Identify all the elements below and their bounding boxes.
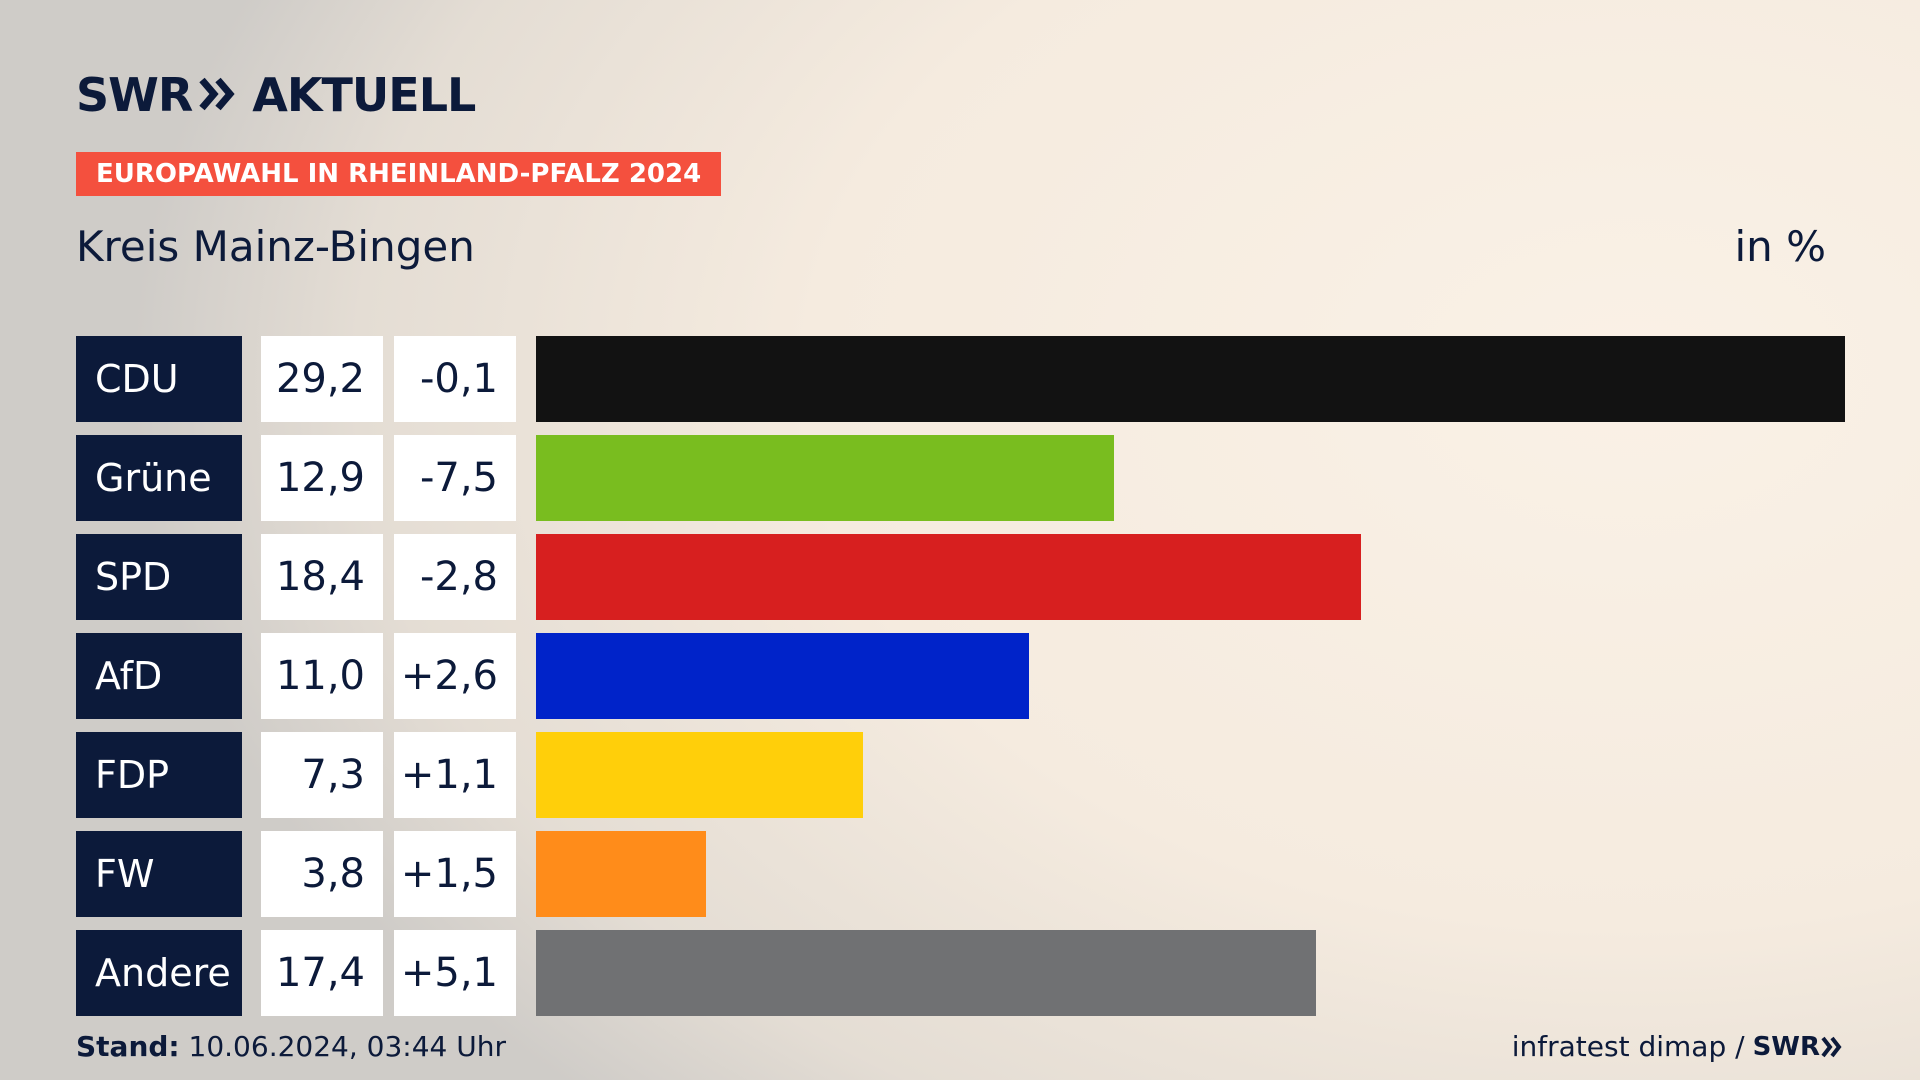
party-label: CDU	[76, 336, 242, 422]
bar-spd	[536, 534, 1361, 620]
bar-cdu	[536, 336, 1845, 422]
source-credit: infratest dimap / SWR	[1512, 1030, 1844, 1063]
stand-label: Stand:	[76, 1030, 180, 1063]
change-label: -0,1	[394, 336, 516, 422]
party-label: Andere	[76, 930, 242, 1016]
double-chevron-small-icon	[1821, 1036, 1842, 1057]
bar-fdp	[536, 732, 863, 818]
swr-aktuell-logo: SWR AKTUELL	[76, 68, 476, 122]
swr-small-text: SWR	[1752, 1031, 1820, 1062]
bar-fw	[536, 831, 706, 917]
value-label: 11,0	[261, 633, 383, 719]
election-banner: EUROPAWAHL IN RHEINLAND-PFALZ 2024	[76, 152, 722, 196]
party-label: FDP	[76, 732, 242, 818]
value-label: 17,4	[261, 930, 383, 1016]
change-label: +5,1	[394, 930, 516, 1016]
chart-subtitle: Kreis Mainz-Bingen	[76, 222, 475, 271]
party-label: SPD	[76, 534, 242, 620]
logo-aktuell-text: AKTUELL	[252, 68, 476, 122]
change-label: -7,5	[394, 435, 516, 521]
logo-swr-text: SWR	[76, 68, 193, 122]
value-label: 3,8	[261, 831, 383, 917]
bar-grüne	[536, 435, 1114, 521]
swr-small-logo: SWR	[1753, 1032, 1844, 1062]
change-label: +2,6	[394, 633, 516, 719]
value-label: 7,3	[261, 732, 383, 818]
source-text: infratest dimap /	[1511, 1030, 1745, 1063]
party-label: Grüne	[76, 435, 242, 521]
party-label: AfD	[76, 633, 242, 719]
value-label: 12,9	[261, 435, 383, 521]
change-label: +1,5	[394, 831, 516, 917]
value-label: 29,2	[261, 336, 383, 422]
change-label: +1,1	[394, 732, 516, 818]
party-label: FW	[76, 831, 242, 917]
unit-label: in %	[1734, 222, 1826, 271]
stand-value: 10.06.2024, 03:44 Uhr	[188, 1030, 506, 1063]
value-label: 18,4	[261, 534, 383, 620]
bar-andere	[536, 930, 1316, 1016]
bar-afd	[536, 633, 1029, 719]
double-chevron-icon	[198, 68, 238, 122]
timestamp: Stand: 10.06.2024, 03:44 Uhr	[76, 1030, 506, 1063]
change-label: -2,8	[394, 534, 516, 620]
